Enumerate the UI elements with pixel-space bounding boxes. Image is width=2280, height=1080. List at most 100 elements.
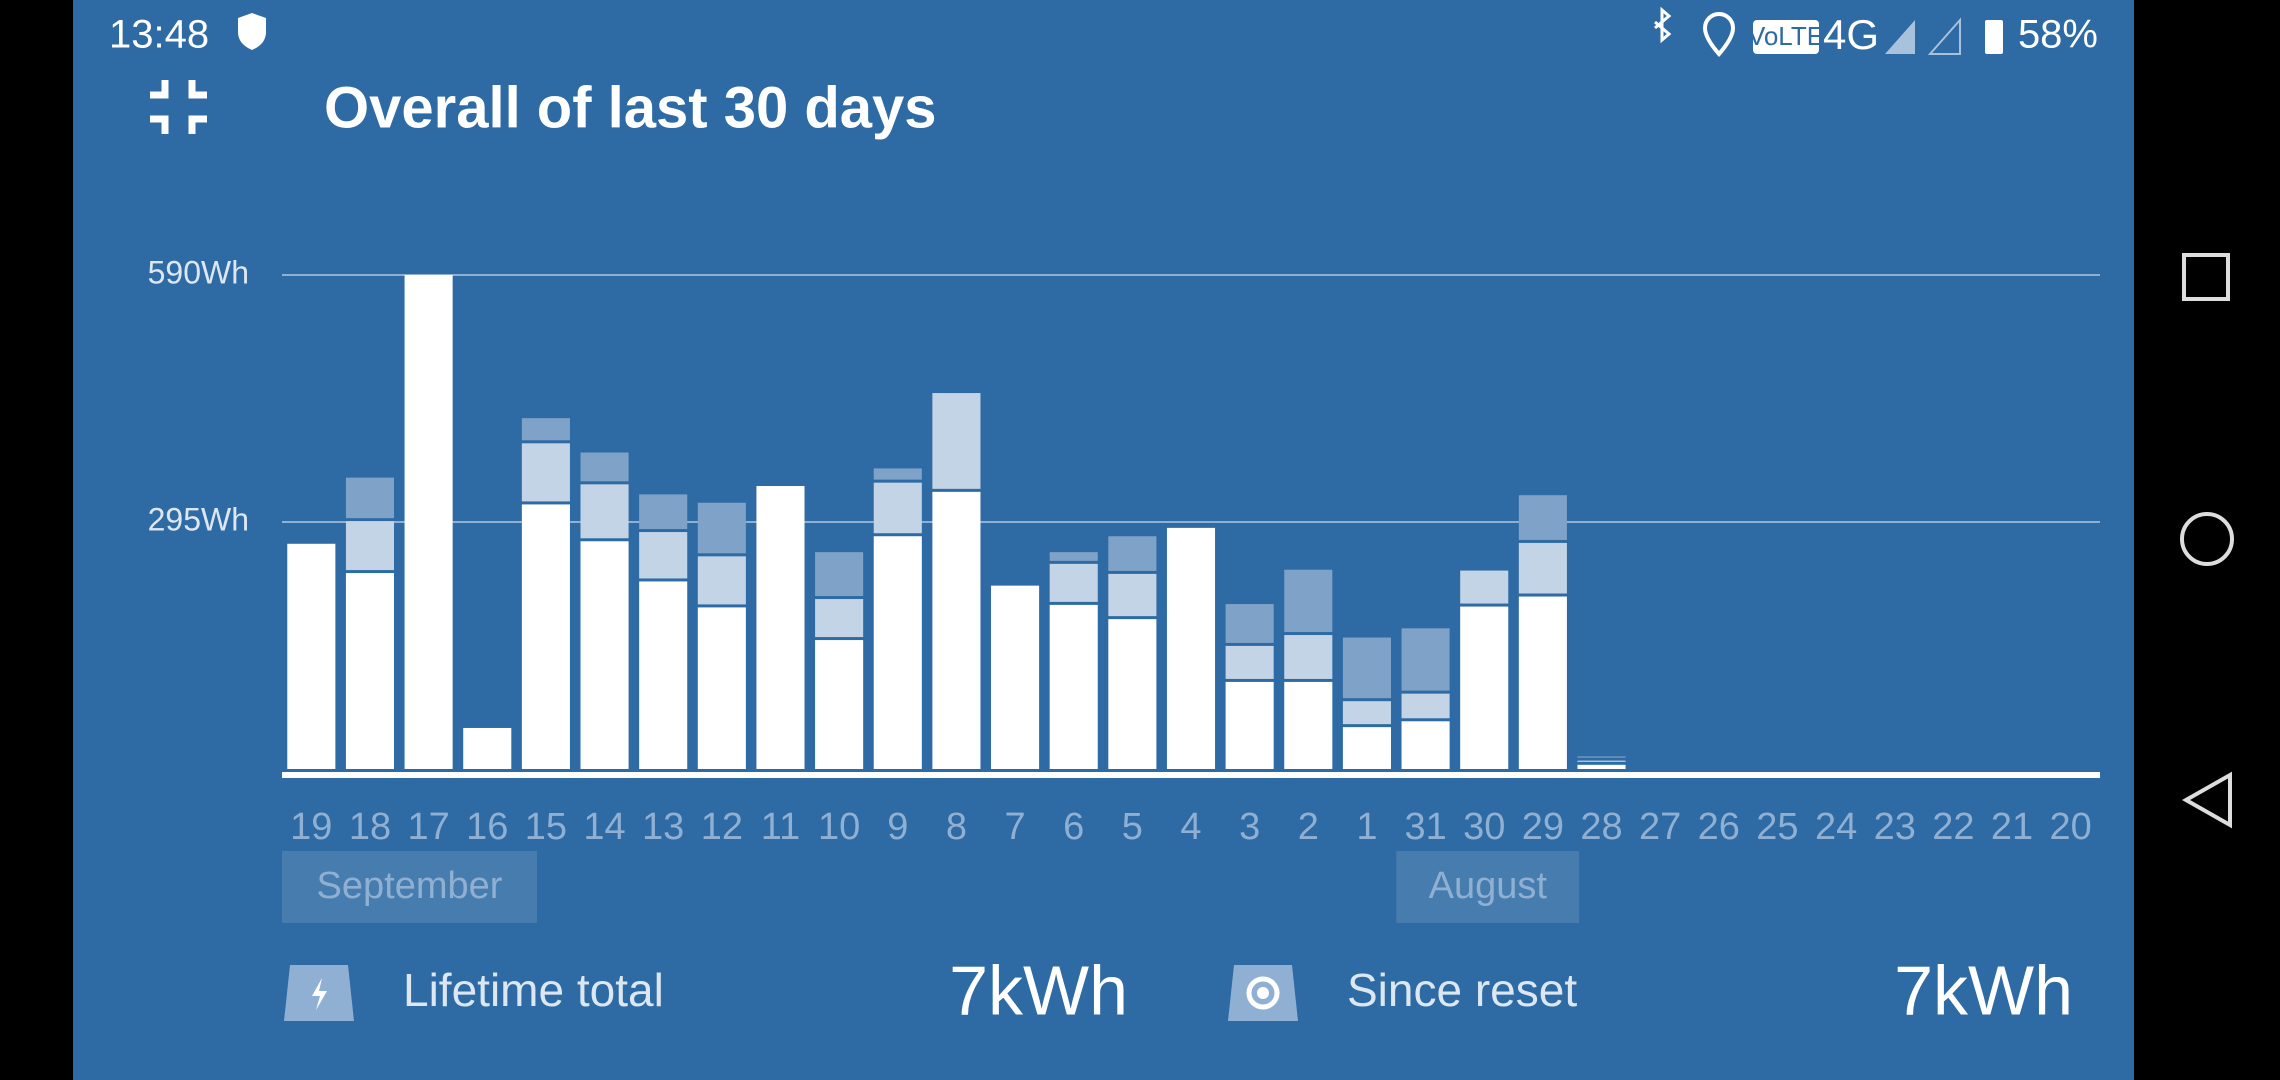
signal-icon: [1885, 20, 1915, 54]
x-tick-label: 27: [1639, 806, 1681, 848]
x-tick-label: 31: [1404, 806, 1446, 848]
reset-dot: [1257, 987, 1269, 999]
bar-segment: [521, 504, 570, 769]
bar-segment: [463, 727, 512, 769]
bar-segment: [697, 502, 746, 554]
x-tick-label: 14: [583, 806, 625, 848]
bar-segment: [932, 393, 981, 489]
bar-segment: [345, 521, 395, 571]
bar-segment: [1342, 637, 1391, 699]
signal-icon-2: [1927, 17, 1961, 55]
x-tick-label: 11: [761, 806, 800, 848]
bar-segment: [1284, 635, 1333, 679]
y-tick-label: 590Wh: [148, 254, 249, 290]
back-button[interactable]: [2181, 771, 2232, 829]
bar-segment: [639, 581, 688, 769]
collapse-button[interactable]: [150, 80, 207, 134]
x-tick-label: 18: [349, 806, 391, 848]
bluetooth-icon: [1654, 6, 1672, 44]
bar-segment: [1577, 756, 1626, 758]
x-tick-label: 15: [525, 806, 567, 848]
bar-segment: [1401, 693, 1450, 719]
x-tick-label: 10: [818, 806, 860, 848]
network-label: 4G: [1823, 11, 1879, 58]
bar-segment: [1284, 569, 1333, 633]
bar-segment: [580, 452, 629, 482]
x-tick-label: 3: [1239, 806, 1260, 848]
x-tick-label: 29: [1522, 806, 1564, 848]
bar-segment: [1401, 721, 1450, 769]
bar-segment: [1225, 681, 1274, 769]
bar-segment: [1518, 495, 1567, 540]
volte-badge: [1753, 20, 1819, 54]
bar-segment: [697, 607, 746, 769]
bar-segment: [1460, 606, 1509, 769]
x-tick-label: 12: [701, 806, 743, 848]
bar-segment: [815, 552, 864, 597]
bar-segment: [1342, 701, 1391, 725]
bar-segment: [815, 599, 864, 638]
reset-value: 7kWh: [1894, 951, 2073, 1029]
bar-segment: [815, 640, 864, 769]
bar-segment: [287, 543, 336, 769]
bar-segment: [1049, 563, 1098, 602]
recents-button[interactable]: [2182, 253, 2230, 301]
bar-segment: [345, 573, 395, 769]
bar-segment: [1049, 552, 1098, 561]
bar-segment: [345, 477, 395, 519]
volte-label: VoLTE: [1748, 21, 1824, 51]
battery-icon: [1985, 20, 2003, 54]
bolt-icon: [312, 978, 327, 1010]
home-button[interactable]: [2180, 512, 2234, 566]
x-tick-label: 21: [1991, 806, 2033, 848]
lifetime-value: 7kWh: [949, 951, 1128, 1029]
x-tick-label: 2: [1298, 806, 1319, 848]
x-tick-label: 20: [2050, 806, 2092, 848]
bar-segment: [404, 275, 453, 769]
lifetime-label: Lifetime total: [403, 964, 664, 1016]
x-tick-label: 13: [642, 806, 684, 848]
bar-segment: [1166, 527, 1216, 769]
month-label: September: [317, 865, 503, 907]
bar-segment: [1460, 570, 1509, 604]
bar-segment: [1577, 760, 1626, 762]
x-tick-label: 25: [1756, 806, 1798, 848]
x-tick-label: 19: [290, 806, 332, 848]
bar-segment: [521, 443, 570, 502]
page-title: Overall of last 30 days: [324, 75, 937, 140]
bar-segment: [1577, 764, 1626, 769]
bar-segment: [1108, 573, 1157, 617]
bar-segment: [521, 418, 570, 441]
bar-segment: [1518, 596, 1567, 769]
bar-segment: [580, 541, 629, 769]
x-tick-label: 22: [1932, 806, 1974, 848]
bar-segment: [873, 468, 922, 480]
x-tick-label: 4: [1180, 806, 1201, 848]
bar-segment: [1108, 536, 1157, 571]
bar-segment: [991, 585, 1040, 769]
reset-ring: [1246, 976, 1280, 1010]
x-tick-label: 17: [407, 806, 449, 848]
month-label: August: [1429, 865, 1548, 907]
bar-segment: [639, 494, 688, 530]
x-tick-label: 16: [466, 806, 508, 848]
bar-segment: [932, 491, 981, 769]
bar-segment: [1225, 604, 1274, 643]
x-tick-label: 26: [1698, 806, 1740, 848]
x-axis-line: [282, 772, 2100, 778]
x-tick-label: 9: [887, 806, 908, 848]
bar-segment: [639, 532, 688, 579]
bar-segment: [580, 484, 629, 539]
x-tick-label: 1: [1356, 806, 1377, 848]
location-icon: [1702, 12, 1736, 58]
x-tick-label: 6: [1063, 806, 1084, 848]
x-tick-label: 7: [1004, 806, 1025, 848]
x-tick-label: 24: [1815, 806, 1857, 848]
x-tick-label: 28: [1580, 806, 1622, 848]
bar-segment: [1284, 681, 1333, 769]
shield-icon: [238, 13, 266, 50]
bar-segment: [873, 536, 922, 769]
bar-segment: [1108, 619, 1157, 769]
